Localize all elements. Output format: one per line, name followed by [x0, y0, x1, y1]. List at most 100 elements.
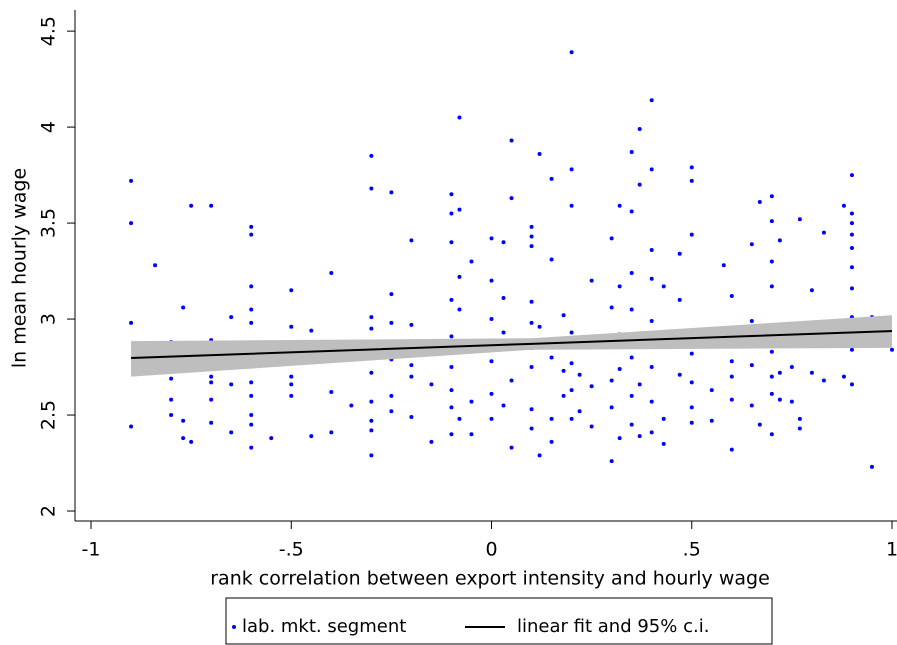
scatter-point: [409, 363, 414, 368]
scatter-point: [129, 320, 134, 325]
scatter-point: [309, 328, 314, 333]
scatter-point: [489, 391, 494, 396]
scatter-point: [769, 194, 774, 199]
scatter-point: [849, 232, 854, 237]
scatter-point: [749, 242, 754, 247]
scatter-point: [649, 399, 654, 404]
scatter-point: [797, 416, 802, 421]
scatter-point: [369, 153, 374, 158]
scatter-point: [757, 422, 762, 427]
scatter-point: [449, 405, 454, 410]
scatter-point: [729, 397, 734, 402]
scatter-point: [689, 351, 694, 356]
scatter-point: [809, 288, 814, 293]
scatter-point: [509, 138, 514, 143]
scatter-point: [649, 430, 654, 435]
scatter-point: [489, 278, 494, 283]
scatter-point: [649, 276, 654, 281]
scatter-point: [169, 397, 174, 402]
scatter-point: [249, 284, 254, 289]
x-tick-label: .5: [683, 539, 701, 561]
scatter-point: [609, 236, 614, 241]
scatter-point: [457, 416, 462, 421]
scatter-point: [777, 238, 782, 243]
scatter-point: [577, 372, 582, 377]
scatter-point: [369, 418, 374, 423]
scatter-point: [249, 413, 254, 418]
scatter-point: [181, 418, 186, 423]
scatter-point: [349, 403, 354, 408]
scatter-point: [289, 382, 294, 387]
scatter-point: [769, 284, 774, 289]
scatter-point: [789, 399, 794, 404]
fit-line: [131, 330, 893, 360]
scatter-point: [501, 295, 506, 300]
scatter-point: [677, 372, 682, 377]
scatter-point: [501, 403, 506, 408]
scatter-point: [629, 270, 634, 275]
scatter-point: [629, 355, 634, 360]
scatter-point: [389, 292, 394, 297]
scatter-point: [249, 393, 254, 398]
scatter-point: [549, 439, 554, 444]
scatter-point: [617, 284, 622, 289]
scatter-point: [569, 388, 574, 393]
scatter-point: [789, 365, 794, 370]
scatter-point: [577, 409, 582, 414]
scatter-point: [729, 359, 734, 364]
scatter-point: [457, 274, 462, 279]
scatter-point: [609, 459, 614, 464]
scatter-point: [501, 330, 506, 335]
scatter-point: [749, 318, 754, 323]
scatter-point: [269, 436, 274, 441]
scatter-point: [529, 299, 534, 304]
scatter-point: [249, 307, 254, 312]
scatter-point: [389, 190, 394, 195]
scatter-point: [457, 115, 462, 120]
y-tick-label: 2: [38, 505, 60, 517]
scatter-point: [769, 259, 774, 264]
scatter-point: [849, 347, 854, 352]
scatter-point: [637, 434, 642, 439]
scatter-point: [129, 178, 134, 183]
scatter-point: [449, 388, 454, 393]
x-tick-label: -.5: [279, 539, 304, 561]
scatter-point: [849, 211, 854, 216]
scatter-point: [629, 422, 634, 427]
scatter-point: [449, 240, 454, 245]
y-axis-title: ln mean hourly wage: [9, 168, 31, 368]
scatter-point: [757, 199, 762, 204]
scatter-point: [797, 426, 802, 431]
scatter-point: [749, 403, 754, 408]
legend-label: lab. mkt. segment: [242, 616, 406, 637]
scatter-point: [769, 219, 774, 224]
scatter-point: [449, 334, 454, 339]
scatter-point: [229, 315, 234, 320]
scatter-point: [289, 324, 294, 329]
scatter-point: [549, 176, 554, 181]
scatter-point: [289, 288, 294, 293]
scatter-point: [249, 422, 254, 427]
scatter-point: [821, 378, 826, 383]
scatter-point: [549, 355, 554, 360]
x-tick-label: 1: [886, 539, 897, 561]
scatter-point: [369, 315, 374, 320]
scatter-point: [181, 436, 186, 441]
scatter-point: [841, 374, 846, 379]
scatter-point: [529, 224, 534, 229]
scatter-point: [289, 374, 294, 379]
y-tick-label: 3.5: [38, 208, 60, 238]
confidence-band: [131, 315, 892, 377]
scatter-point: [609, 405, 614, 410]
scatter-point: [189, 203, 194, 208]
scatter-point: [449, 211, 454, 216]
scatter-point: [509, 445, 514, 450]
scatter-point: [821, 230, 826, 235]
scatter-point: [569, 416, 574, 421]
scatter-point: [569, 203, 574, 208]
scatter-point: [409, 238, 414, 243]
x-tick-label: 0: [485, 539, 497, 561]
scatter-point: [469, 259, 474, 264]
scatter-point: [249, 320, 254, 325]
